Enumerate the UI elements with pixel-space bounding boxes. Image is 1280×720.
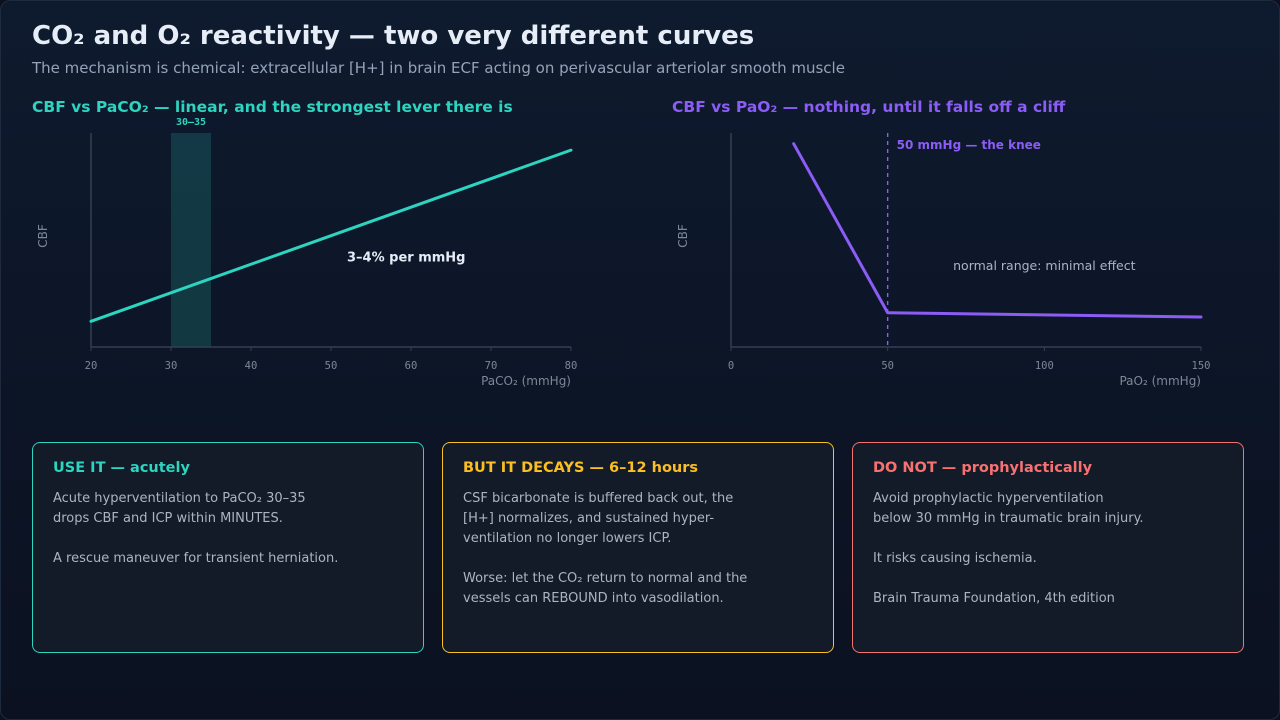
x-tick-label: 80 bbox=[565, 360, 578, 372]
x-tick-label: 150 bbox=[1192, 360, 1211, 372]
x-axis-label: PaO₂ (mmHg) bbox=[1119, 374, 1201, 388]
card-text-line: CSF bicarbonate is buffered back out, th… bbox=[463, 491, 734, 506]
chart-pao2: 0 50 100 150 PaO₂ (mmHg) CBF 50 mmHg — the kne… bbox=[676, 133, 1211, 388]
card-text-line: Avoid prophylactic hyperventilation bbox=[873, 491, 1104, 506]
page-subtitle: The mechanism is chemical: extracellular… bbox=[32, 59, 845, 77]
series-line bbox=[792, 142, 1203, 319]
card-do-not: DO NOT — prophylactically Avoid prophyla… bbox=[852, 442, 1244, 653]
annotation: 3–4% per mmHg bbox=[347, 250, 465, 265]
y-axis-label: CBF bbox=[676, 224, 690, 248]
highlight-band bbox=[171, 133, 211, 347]
x-tick-label: 50 bbox=[881, 360, 894, 372]
card-text-line: Acute hyperventilation to PaCO₂ 30–35 bbox=[53, 491, 306, 506]
x-tick-label: 40 bbox=[245, 360, 258, 372]
card-text-line: It risks causing ischemia. bbox=[873, 551, 1037, 566]
chart-title-pao2: CBF vs PaO₂ — nothing, until it falls of… bbox=[672, 98, 1066, 116]
x-tick-label: 50 bbox=[325, 360, 338, 372]
x-tick-label: 0 bbox=[728, 360, 734, 372]
annotation: normal range: minimal effect bbox=[953, 258, 1135, 273]
card-use-it: USE IT — acutely Acute hyperventilation … bbox=[32, 442, 424, 653]
reference-line-label: 50 mmHg — the knee bbox=[897, 138, 1041, 152]
band-label: 30–35 bbox=[176, 117, 206, 128]
y-axis-label: CBF bbox=[36, 224, 50, 248]
x-tick-label: 20 bbox=[85, 360, 98, 372]
card-text-line: drops CBF and ICP within MINUTES. bbox=[53, 511, 283, 526]
x-tick-label: 30 bbox=[165, 360, 178, 372]
x-tick-label: 60 bbox=[405, 360, 418, 372]
card-text-line: Worse: let the CO₂ return to normal and … bbox=[463, 571, 748, 586]
card-text-line: below 30 mmHg in traumatic brain injury. bbox=[873, 511, 1144, 526]
card-text-line: [H+] normalizes, and sustained hyper- bbox=[463, 511, 715, 526]
x-tick-label: 70 bbox=[485, 360, 498, 372]
chart-paco2: 30–35 20 30 40 50 60 70 80 PaCO₂ (mmHg) CBF 3–4% p… bbox=[36, 117, 578, 388]
card-title: USE IT — acutely bbox=[53, 460, 190, 476]
page-title: CO₂ and O₂ reactivity — two very differe… bbox=[32, 21, 755, 51]
card-text-line: ventilation no longer lowers ICP. bbox=[463, 531, 672, 546]
chart-title-paco2: CBF vs PaCO₂ — linear, and the strongest… bbox=[32, 98, 513, 116]
card-text-line: vessels can REBOUND into vasodilation. bbox=[463, 591, 724, 606]
x-tick-label: 100 bbox=[1035, 360, 1054, 372]
card-decays: BUT IT DECAYS — 6–12 hours CSF bicarbona… bbox=[442, 442, 834, 653]
card-title: BUT IT DECAYS — 6–12 hours bbox=[463, 460, 699, 476]
x-axis-label: PaCO₂ (mmHg) bbox=[481, 374, 571, 388]
card-text-line: Brain Trauma Foundation, 4th edition bbox=[873, 591, 1115, 606]
series-line bbox=[89, 148, 573, 323]
card-title: DO NOT — prophylactically bbox=[873, 460, 1093, 476]
card-text-line: A rescue maneuver for transient herniati… bbox=[53, 551, 339, 566]
